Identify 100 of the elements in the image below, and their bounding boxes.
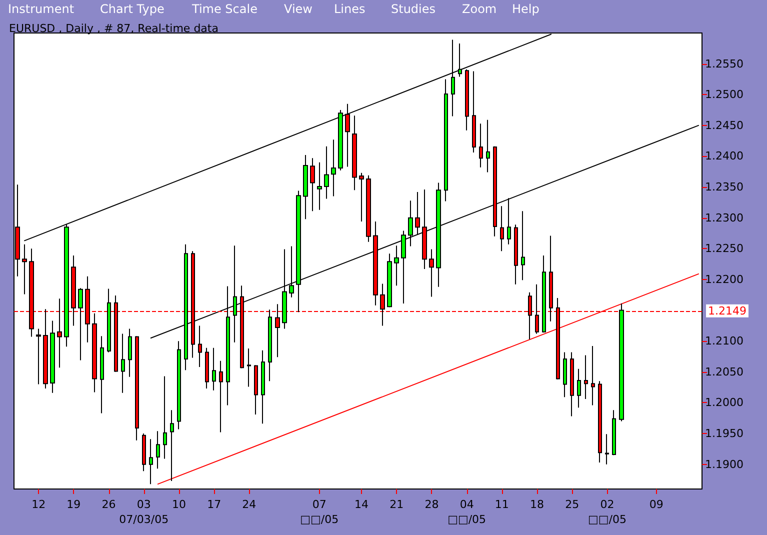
x-tick-label: 21 — [390, 498, 404, 511]
candlestick — [598, 380, 602, 464]
candlestick — [479, 123, 483, 168]
text: View — [284, 2, 313, 16]
candlestick — [100, 336, 104, 414]
candlestick — [429, 248, 434, 298]
ref-line-label: 1.2149 — [708, 304, 746, 318]
x-tick-label: 07 □□/05 — [300, 498, 339, 526]
candlestick — [219, 360, 223, 433]
text: Time Scale — [191, 2, 258, 16]
candlestick — [177, 340, 181, 430]
x-tick-label: 19 — [66, 498, 81, 511]
candlestick — [78, 288, 83, 361]
candlestick — [352, 115, 357, 191]
text: Lines — [334, 2, 366, 16]
candlestick — [36, 328, 41, 385]
candlestick — [465, 68, 469, 131]
candlestick — [373, 221, 378, 306]
y-tick-label: 1.2000 — [705, 396, 744, 410]
candlestick — [198, 325, 202, 368]
candlestick — [436, 182, 441, 288]
x-tick-label: 03 07/03/05 — [119, 498, 169, 526]
x-tick-label: 14 — [354, 498, 369, 511]
x-tick-label: 09 — [649, 498, 664, 511]
y-tick-label: 1.1900 — [705, 458, 744, 471]
x-tick-label: 17 — [207, 498, 222, 511]
candlestick — [317, 162, 322, 210]
candlestick — [50, 320, 55, 394]
candlestick — [282, 248, 287, 330]
x-tick-label: 11 — [494, 498, 509, 511]
candlestick — [366, 174, 371, 242]
candlestick — [22, 244, 27, 295]
y-tick-label: 1.2500 — [705, 88, 744, 102]
candlestick — [261, 350, 265, 424]
candlestick — [486, 119, 490, 173]
candlestick — [514, 224, 518, 285]
candlestick — [212, 347, 216, 391]
x-tick-label: 28 — [424, 498, 439, 511]
candlestick — [401, 230, 406, 304]
candlestick — [472, 70, 476, 154]
candlestick — [521, 210, 525, 281]
candlestick — [170, 410, 174, 482]
candlestick — [415, 191, 420, 236]
candlestick — [584, 354, 588, 400]
y-tick-label: 1.2300 — [705, 211, 744, 224]
y-tick-label: 1.2400 — [705, 150, 744, 163]
candlestick — [422, 189, 427, 270]
candlestick — [570, 352, 574, 417]
candlestick — [289, 246, 294, 298]
candlestick — [612, 410, 616, 456]
candlestick — [451, 39, 455, 117]
x-tick-label: 25 — [565, 498, 580, 511]
y-tick-label: 1.2050 — [705, 365, 744, 378]
candlestick — [324, 146, 329, 200]
candlestick — [128, 328, 132, 378]
candlestick — [394, 245, 399, 286]
candlestick — [507, 198, 511, 245]
candlestick — [121, 333, 125, 394]
y-tick-label: 1.2350 — [705, 180, 744, 194]
text: Chart Type — [100, 2, 164, 16]
candlestick — [345, 103, 350, 168]
candlestick — [163, 376, 167, 460]
candlestick — [296, 190, 301, 313]
candlestick — [149, 438, 153, 485]
text: Zoom — [462, 2, 497, 16]
candlestick — [205, 347, 209, 390]
candlestick — [563, 352, 567, 398]
x-tick-label: 24 — [242, 498, 256, 511]
text: Studies — [391, 2, 436, 16]
text: Instrument — [8, 2, 74, 16]
candlestick — [254, 364, 258, 415]
candlestick — [338, 110, 343, 171]
candlestick — [493, 146, 497, 237]
y-tick-label: 1.2450 — [705, 118, 744, 132]
candlestick — [605, 434, 609, 465]
candlestick — [619, 303, 624, 422]
candlestick — [577, 368, 581, 408]
x-tick-label: 18 — [530, 498, 544, 511]
x-tick-label: 26 — [102, 498, 116, 511]
x-tick-label: 02 □□/05 — [588, 498, 626, 526]
y-tick-label: 1.2250 — [705, 242, 744, 256]
candlestick — [408, 200, 413, 247]
x-tick-label: 04 □□/05 — [448, 498, 486, 526]
candlestick — [156, 430, 160, 470]
text: Help — [512, 2, 540, 16]
candlestick — [500, 206, 504, 252]
candlestick — [247, 348, 251, 388]
candlestick — [142, 433, 146, 472]
candlestick — [303, 154, 308, 220]
candlestick — [359, 172, 364, 222]
candlestick — [458, 42, 462, 78]
candlestick — [542, 254, 546, 333]
candlestick — [135, 336, 139, 441]
y-tick-label: 1.2200 — [705, 272, 744, 286]
candlestick — [331, 139, 336, 197]
candlestick — [107, 288, 111, 353]
y-tick-label: 1.2550 — [705, 57, 744, 70]
y-tick-label: 1.2100 — [705, 334, 744, 348]
candlestick — [591, 346, 595, 406]
candlestick — [268, 309, 272, 382]
